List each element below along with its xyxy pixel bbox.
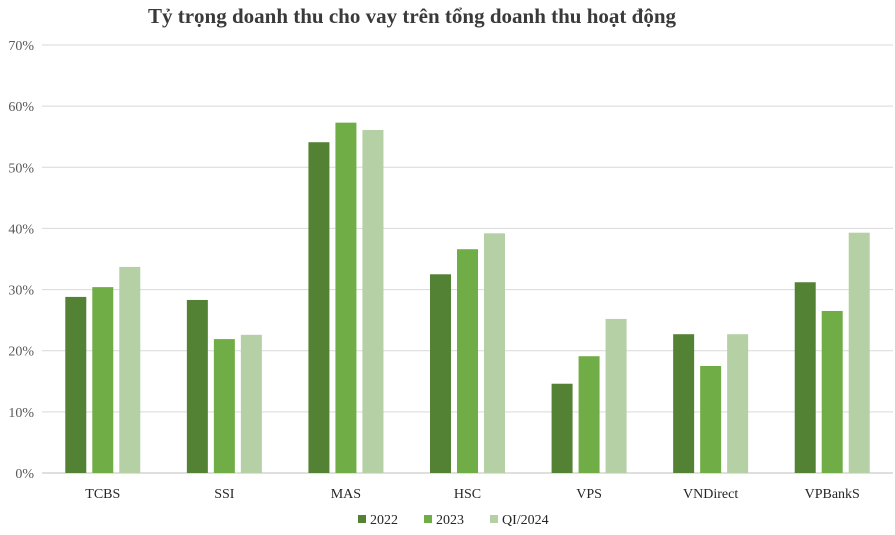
y-axis-ticks: 0% 10% 20% 30% 40% 50% 60% 70%: [8, 39, 34, 482]
y-tick-label: 0%: [15, 467, 34, 482]
x-tick-label: SSI: [214, 487, 235, 502]
bar-hsc-2023: [457, 249, 478, 473]
bar-vpbanks-2022: [794, 282, 816, 473]
legend-label: QI/2024: [502, 513, 549, 528]
y-tick-label: 40%: [8, 222, 34, 237]
bar-vndirect-2022: [673, 334, 695, 473]
legend-swatch: [424, 515, 432, 523]
bar-mas-2023: [335, 122, 357, 473]
bar-tcbs-2022: [65, 296, 87, 473]
legend-swatch: [490, 515, 498, 523]
bar-mas-2022: [308, 142, 330, 473]
bar-hsc-2022: [430, 274, 451, 473]
y-tick-label: 20%: [8, 345, 34, 360]
x-tick-label: VPBankS: [805, 487, 860, 502]
x-axis-labels: TCBS SSI MAS HSC VPS VNDirect VPBankS: [85, 487, 860, 502]
bars: [65, 122, 870, 473]
bar-tcbs-qi2024: [119, 266, 141, 473]
y-tick-label: 10%: [8, 406, 34, 421]
bar-vndirect-qi2024: [727, 334, 749, 473]
bar-vndirect-2023: [700, 366, 722, 473]
x-tick-label: HSC: [454, 487, 481, 502]
bar-vpbanks-2023: [821, 310, 843, 473]
bar-mas-qi2024: [362, 129, 384, 473]
bar-ssi-2023: [213, 339, 235, 473]
y-tick-label: 60%: [8, 100, 34, 115]
x-tick-label: VPS: [576, 487, 602, 502]
bar-ssi-2022: [186, 299, 208, 473]
bar-vps-2023: [578, 356, 600, 473]
bar-vps-qi2024: [605, 318, 627, 473]
bar-vps-2022: [551, 383, 573, 473]
legend-label: 2023: [436, 513, 464, 528]
legend-swatch: [358, 515, 366, 523]
bar-vpbanks-qi2024: [848, 232, 870, 473]
bar-hsc-qi2024: [484, 233, 505, 473]
x-tick-label: TCBS: [85, 487, 120, 502]
bar-ssi-qi2024: [240, 334, 262, 473]
legend: 2022 2023 QI/2024: [358, 513, 549, 528]
x-tick-label: VNDirect: [683, 487, 738, 502]
y-tick-label: 50%: [8, 161, 34, 176]
legend-label: 2022: [370, 513, 398, 528]
x-tick-label: MAS: [331, 487, 361, 502]
bar-tcbs-2023: [92, 287, 114, 473]
y-tick-label: 70%: [8, 39, 34, 54]
chart-title: Tỷ trọng doanh thu cho vay trên tổng doa…: [148, 4, 677, 28]
y-tick-label: 30%: [8, 284, 34, 299]
